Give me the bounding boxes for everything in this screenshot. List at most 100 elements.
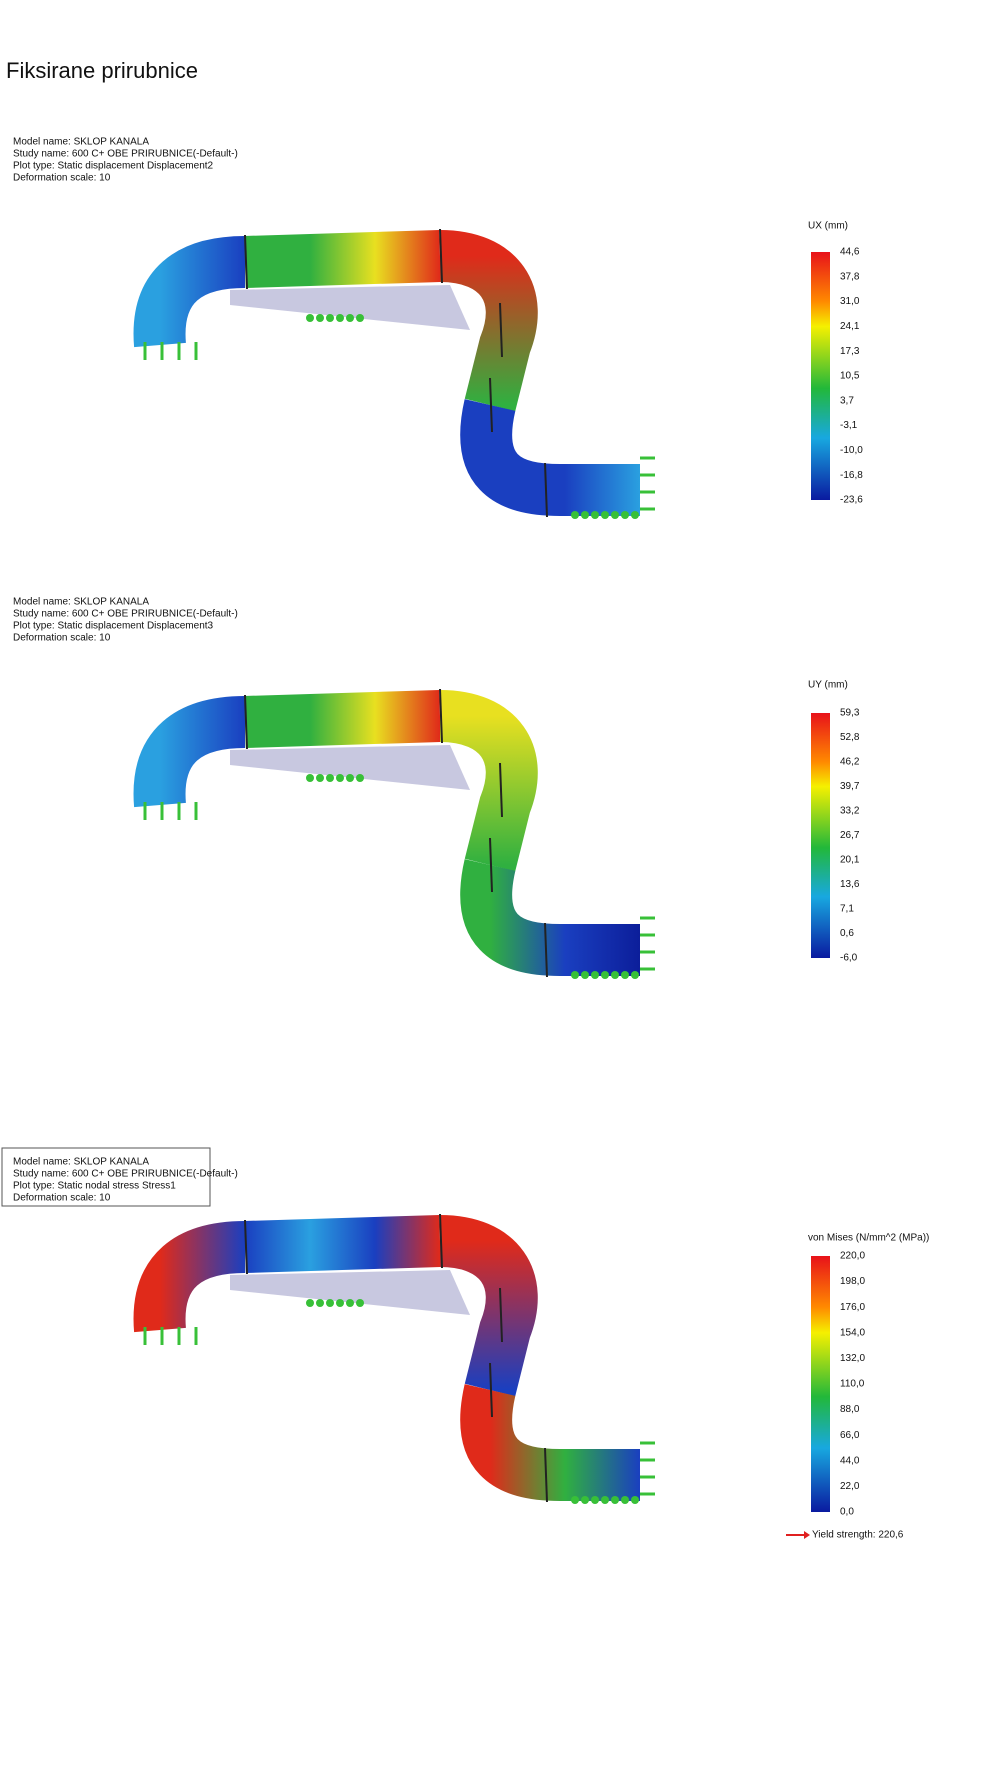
pipe-segment — [460, 399, 640, 516]
legend-label: -23,6 — [840, 495, 863, 506]
support — [611, 1496, 619, 1504]
pipe-segment — [244, 1215, 441, 1273]
support — [571, 511, 579, 519]
pipe-joint — [499, 1287, 503, 1343]
info-line: Plot type: Static nodal stress Stress1 — [13, 1181, 176, 1192]
support — [306, 774, 314, 782]
legend-label: 33,2 — [840, 806, 860, 817]
legend-label: -3,1 — [840, 420, 858, 431]
info-line: Deformation scale: 10 — [13, 633, 111, 644]
legend-label: 44,6 — [840, 247, 860, 258]
pipe-joint — [544, 1447, 548, 1503]
legend-label: 37,8 — [840, 271, 860, 282]
legend-label: 59,3 — [840, 708, 860, 719]
info-line: Model name: SKLOP KANALA — [13, 597, 149, 608]
page-title: Fiksirane prirubnice — [6, 58, 198, 83]
support — [581, 511, 589, 519]
pipe-segment — [438, 230, 538, 412]
legend-title: UY (mm) — [808, 680, 848, 691]
info-line: Study name: 600 C+ OBE PRIRUBNICE(-Defau… — [13, 149, 238, 160]
legend-label: 0,0 — [840, 1507, 854, 1518]
support — [356, 314, 364, 322]
support — [581, 971, 589, 979]
pipe-joint — [439, 228, 443, 284]
support — [631, 1496, 639, 1504]
support — [346, 314, 354, 322]
support — [306, 314, 314, 322]
legend-label: 24,1 — [840, 321, 860, 332]
legend-label: 46,2 — [840, 757, 860, 768]
legend-label: 44,0 — [840, 1455, 860, 1466]
legend-label: 110,0 — [840, 1379, 865, 1390]
support — [326, 314, 334, 322]
pipe-segment — [438, 1215, 538, 1397]
legend-label: 52,8 — [840, 732, 860, 743]
legend-label: -10,0 — [840, 445, 863, 456]
support — [621, 511, 629, 519]
legend-label: 88,0 — [840, 1404, 860, 1415]
pipe-joint — [544, 922, 548, 978]
support — [336, 1299, 344, 1307]
support — [621, 1496, 629, 1504]
support — [346, 1299, 354, 1307]
legend-label: 3,7 — [840, 395, 854, 406]
support — [571, 971, 579, 979]
info-line: Plot type: Static displacement Displacem… — [13, 621, 214, 632]
pipe-shadow — [230, 745, 470, 790]
legend-bar — [811, 713, 830, 958]
pipe-segment — [244, 690, 441, 748]
pipe-segment — [244, 230, 441, 288]
pipe-joint — [439, 1213, 443, 1269]
pipe-segment — [133, 1221, 246, 1333]
info-line: Deformation scale: 10 — [13, 173, 111, 184]
legend-label: 31,0 — [840, 296, 860, 307]
support — [591, 511, 599, 519]
support — [591, 971, 599, 979]
pipe-joint — [489, 837, 493, 893]
support — [316, 774, 324, 782]
legend-label: 13,6 — [840, 879, 860, 890]
pipe-segment — [133, 696, 246, 808]
support — [316, 1299, 324, 1307]
legend-label: 22,0 — [840, 1481, 860, 1492]
pipe-joint — [499, 762, 503, 818]
yield-label: Yield strength: 220,6 — [812, 1530, 904, 1541]
legend-label: 20,1 — [840, 855, 860, 866]
support — [631, 971, 639, 979]
info-box — [1, 1147, 211, 1207]
support — [631, 511, 639, 519]
pipe-shadow — [230, 1270, 470, 1315]
pipe-segment — [438, 690, 538, 872]
support — [581, 1496, 589, 1504]
legend-bar — [811, 252, 830, 500]
legend-title: von Mises (N/mm^2 (MPa)) — [808, 1233, 929, 1244]
legend-label: 220,0 — [840, 1251, 865, 1262]
support — [601, 1496, 609, 1504]
legend-label: 10,5 — [840, 371, 860, 382]
legend-label: 0,6 — [840, 928, 854, 939]
legend-label: 176,0 — [840, 1302, 865, 1313]
support — [356, 1299, 364, 1307]
support — [611, 971, 619, 979]
pipe-segment — [133, 236, 246, 348]
legend-label: 154,0 — [840, 1327, 865, 1338]
pipe-joint — [544, 462, 548, 518]
support — [621, 971, 629, 979]
legend-title: UX (mm) — [808, 221, 848, 232]
legend-label: -6,0 — [840, 953, 858, 964]
legend-label: 26,7 — [840, 830, 860, 841]
pipe-joint — [499, 302, 503, 358]
support — [326, 774, 334, 782]
support — [306, 1299, 314, 1307]
pipe-joint — [439, 688, 443, 744]
legend-label: 17,3 — [840, 346, 860, 357]
legend-label: 39,7 — [840, 781, 860, 792]
legend-label: 66,0 — [840, 1430, 860, 1441]
support — [356, 774, 364, 782]
support — [336, 314, 344, 322]
info-line: Study name: 600 C+ OBE PRIRUBNICE(-Defau… — [13, 609, 238, 620]
pipe-joint — [489, 377, 493, 433]
info-line: Deformation scale: 10 — [13, 1193, 111, 1204]
support — [601, 511, 609, 519]
